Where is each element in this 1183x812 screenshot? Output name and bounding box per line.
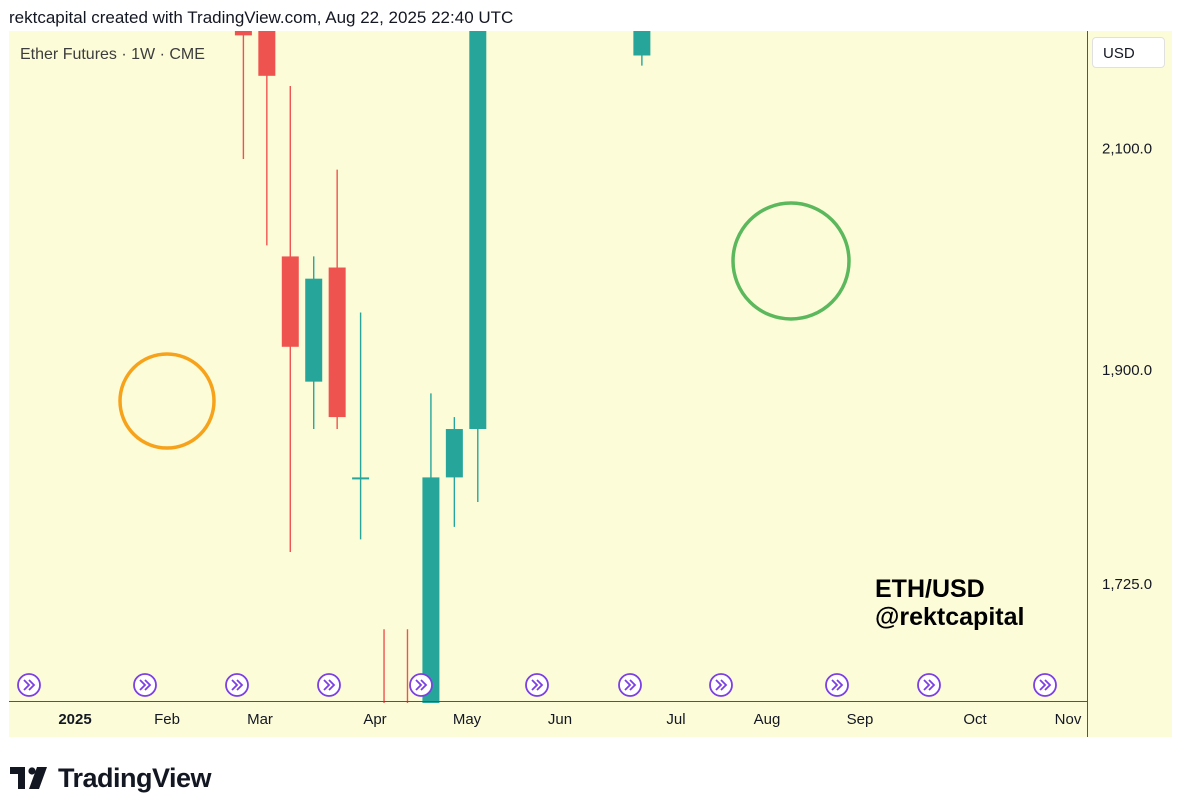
event-icon-arrow	[415, 679, 428, 691]
event-icon	[409, 673, 433, 697]
x-tick-label: Aug	[754, 711, 781, 728]
time-axis-ticks: 2025 Feb Mar Apr May Jun Jul Aug Sep Oct Nov	[58, 711, 1082, 728]
event-icon	[225, 673, 249, 697]
price-axis[interactable]: 6,000.05,200.04,700.04,100.03,700.03,300…	[1087, 31, 1173, 808]
event-icon-arrow	[923, 679, 936, 691]
x-tick-label: 2025	[58, 711, 91, 728]
candle	[469, 0, 487, 503]
event-icon-arrow	[23, 679, 36, 691]
x-tick-label: Sep	[847, 711, 874, 728]
event-icon	[317, 673, 341, 697]
footer: TradingView	[10, 758, 212, 798]
candle-body	[305, 278, 323, 382]
event-icon	[709, 673, 733, 697]
time-axis[interactable]: 2025 Feb Mar Apr May Jun Jul Aug Sep Oct Nov	[9, 701, 1087, 738]
candle-body	[281, 256, 299, 347]
candle-body	[469, 0, 487, 430]
price-pane[interactable]: 4,261.04,092.5 Ether Futures · 1W · CME …	[9, 0, 1087, 812]
currency-button[interactable]: USD	[1092, 37, 1165, 68]
event-icon-arrow	[1039, 679, 1052, 691]
watermark-line-1: ETH/USD	[875, 575, 985, 603]
event-icon	[17, 673, 41, 697]
candle-body	[258, 0, 276, 76]
chart-header: rektcapital created with TradingView.com…	[9, 8, 514, 27]
candlestick-chart: 4,261.04,092.5	[17, 0, 1057, 812]
y-tick-label: 2,100.0	[1102, 140, 1152, 157]
event-icon	[917, 673, 941, 697]
highlight-circle	[731, 201, 851, 321]
event-icon-arrow	[624, 679, 637, 691]
highlight-circle	[118, 352, 216, 450]
watermark: ETH/USD @rektcapital	[875, 575, 1024, 631]
event-icon	[825, 673, 849, 697]
y-tick-label: 1,900.0	[1102, 362, 1152, 379]
event-icon	[1033, 673, 1057, 697]
event-icon	[618, 673, 642, 697]
candle-body	[352, 477, 370, 480]
event-icon-arrow	[831, 679, 844, 691]
price-axis-ticks: 6,000.05,200.04,700.04,100.03,700.03,300…	[1102, 140, 1152, 808]
x-tick-label: May	[453, 711, 482, 728]
event-icon	[133, 673, 157, 697]
candle	[305, 256, 323, 430]
candle	[258, 0, 276, 246]
candle-body	[422, 477, 440, 807]
event-icon-arrow	[323, 679, 336, 691]
x-tick-label: Jun	[548, 711, 572, 728]
event-icon-arrow	[531, 679, 544, 691]
tradingview-logo-icon	[10, 767, 47, 789]
x-tick-label: Mar	[247, 711, 273, 728]
x-tick-label: Feb	[154, 711, 180, 728]
candle	[445, 417, 463, 527]
event-icon-arrow	[715, 679, 728, 691]
x-tick-label: Apr	[363, 711, 386, 728]
candle-body	[445, 429, 463, 478]
symbol-title[interactable]: Ether Futures · 1W · CME	[20, 46, 205, 63]
watermark-line-2: @rektcapital	[875, 603, 1025, 631]
candle-body	[328, 267, 346, 418]
event-icon-arrow	[139, 679, 152, 691]
candle	[352, 312, 370, 540]
chart-frame: 4,261.04,092.5 Ether Futures · 1W · CME …	[9, 0, 1173, 812]
candle	[422, 393, 440, 807]
candle-body	[633, 0, 651, 56]
x-tick-label: Nov	[1055, 711, 1082, 728]
candle-body	[234, 0, 252, 36]
event-icon	[525, 673, 549, 697]
candle	[328, 169, 346, 430]
x-tick-label: Jul	[666, 711, 685, 728]
candle	[633, 0, 651, 66]
candle	[234, 0, 252, 159]
candle	[375, 629, 393, 812]
y-tick-label: 1,725.0	[1102, 576, 1152, 593]
event-icon-arrow	[231, 679, 244, 691]
tradingview-brand: TradingView	[58, 762, 212, 793]
x-tick-label: Oct	[963, 711, 987, 728]
candle	[281, 86, 299, 553]
